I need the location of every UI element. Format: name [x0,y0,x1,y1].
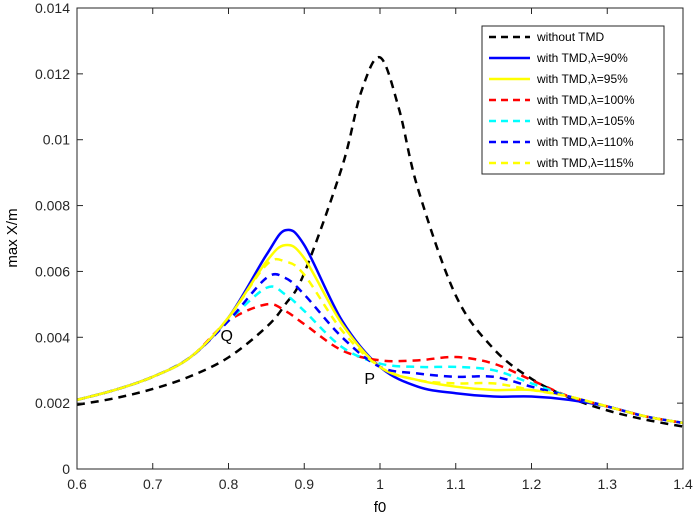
y-tick-label: 0 [62,461,70,477]
annotations: QP [221,328,376,388]
legend-label: with TMD,λ=95% [536,72,628,86]
y-tick-label: 0.002 [35,395,70,411]
legend-label: with TMD,λ=105% [536,114,635,128]
series-lines [76,56,684,428]
y-tick-label: 0.006 [35,263,70,279]
legend-label: with TMD,λ=100% [536,93,635,107]
x-tick-label: 0.9 [295,476,315,492]
annotation-p: P [364,371,375,388]
x-tick-label: 1.1 [446,476,466,492]
legend-label: with TMD,λ=90% [536,51,628,65]
legend: without TMD with TMD,λ=90% with TMD,λ=95% w… [481,25,665,175]
x-axis-label: f0 [374,499,387,516]
x-tick-label: 1 [376,476,384,492]
legend-label: with TMD,λ=115% [536,156,634,170]
annotation-q: Q [221,328,233,345]
y-tick-label: 0.008 [35,198,70,214]
y-tick-label: 0.014 [35,0,70,16]
x-tick-label: 0.6 [67,476,87,492]
axes: 0.6 0.7 0.8 0.9 1 1.1 1.2 1.3 1.4 0 0.002 0.004 0.00… [35,0,693,492]
legend-box [481,25,665,175]
y-tick-label: 0.004 [35,329,70,345]
y-axis-label: max X/m [4,208,21,267]
x-tick-label: 1.2 [522,476,542,492]
y-tick-label: 0.01 [43,132,70,148]
x-tick-label: 0.8 [219,476,239,492]
y-tick-label: 0.012 [35,66,70,82]
legend-label: with TMD,λ=110% [536,135,634,149]
x-tick-label: 1.4 [673,476,693,492]
x-tick-label: 1.3 [598,476,618,492]
legend-label: without TMD [536,30,604,44]
x-tick-label: 0.7 [143,476,163,492]
